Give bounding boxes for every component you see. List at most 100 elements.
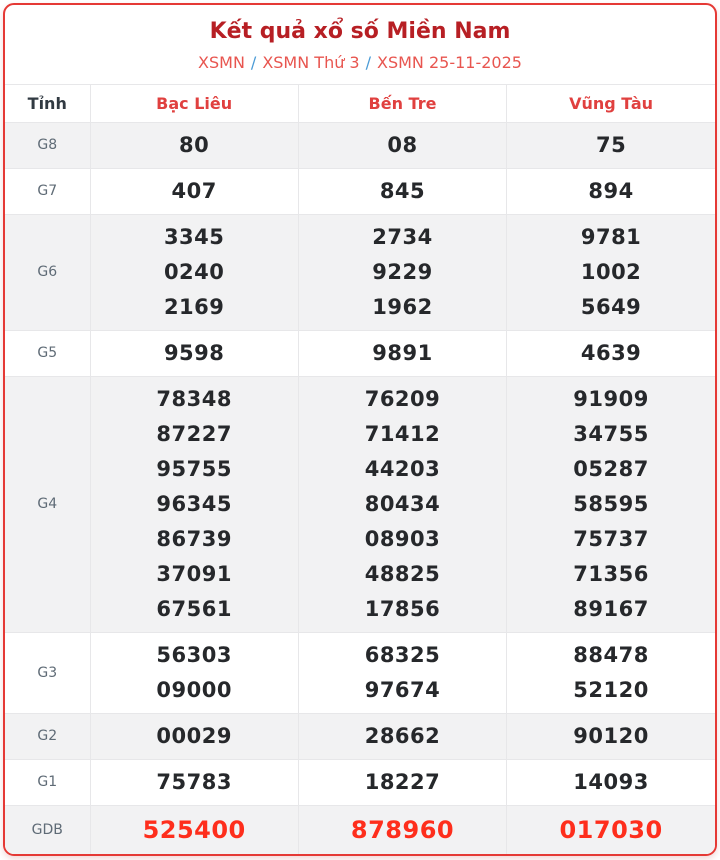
prize-number: 9598 [163, 340, 225, 365]
province-header-3: Vũng Tàu [506, 83, 715, 123]
prize-cell: 017030 [506, 805, 715, 854]
prize-number: 1962 [372, 294, 433, 319]
prize-number: 37091 [156, 561, 232, 586]
prize-cell: 525400 [89, 805, 299, 854]
prize-cell: 14093 [506, 759, 715, 806]
prize-number: 80434 [364, 491, 441, 516]
results-table-head: Tỉnh Bạc Liêu Bến Tre Vũng Tàu [5, 83, 715, 123]
jackpot-number: 017030 [559, 815, 663, 844]
breadcrumb-link-0[interactable]: XSMN [198, 52, 245, 72]
prize-cell: 9598 [89, 330, 299, 377]
breadcrumb-link-1[interactable]: XSMN Thứ 3 [262, 52, 360, 72]
prize-number: 2734 [372, 224, 433, 249]
prize-number: 89167 [573, 596, 649, 621]
prize-row-g2: G2 00029 28662 90120 [5, 713, 715, 760]
breadcrumb-separator: / [365, 52, 371, 72]
prize-number: 845 [379, 178, 426, 203]
prize-cell: 75783 [89, 759, 299, 806]
prize-cell: 9781 1002 5649 [506, 214, 715, 331]
prize-number: 0240 [163, 259, 225, 284]
prize-number: 9229 [372, 259, 433, 284]
prize-row-g6: G6 3345 0240 2169 2734 9229 1962 9781 1002 5649 [5, 214, 715, 331]
prize-number: 28662 [364, 723, 441, 748]
prize-number: 3345 [163, 224, 225, 249]
prize-cell: 68325 97674 [297, 632, 507, 714]
prize-number: 17856 [364, 596, 441, 621]
prize-number: 9781 [580, 224, 642, 249]
breadcrumb-link-2[interactable]: XSMN 25-11-2025 [377, 52, 522, 72]
prize-number: 80 [179, 132, 210, 157]
prize-number: 97674 [364, 677, 441, 702]
prize-label: G5 [5, 330, 90, 377]
prize-row-g7: G7 407 845 894 [5, 168, 715, 215]
prize-number: 05287 [573, 456, 649, 481]
jackpot-number: 525400 [142, 815, 246, 844]
prize-row-g3: G3 56303 09000 68325 97674 88478 52120 [5, 632, 715, 714]
prize-cell: 4639 [506, 330, 715, 377]
prize-cell: 878960 [297, 805, 507, 854]
prize-row-g1: G1 75783 18227 14093 [5, 759, 715, 806]
prize-number: 00029 [156, 723, 232, 748]
prize-number: 86739 [156, 526, 232, 551]
prize-number: 44203 [364, 456, 441, 481]
jackpot-number: 878960 [350, 815, 455, 844]
prize-number: 96345 [156, 491, 232, 516]
prize-label: G3 [5, 632, 90, 714]
prize-number: 48825 [364, 561, 441, 586]
prize-label: G2 [5, 713, 90, 760]
prize-number: 2169 [163, 294, 225, 319]
prize-number: 78348 [156, 386, 232, 411]
prize-number: 87227 [156, 421, 232, 446]
card-header: Kết quả xổ số Miền Nam XSMN / XSMN Thứ 3/X… [5, 5, 715, 84]
prize-number: 90120 [573, 723, 649, 748]
prize-cell: 08 [297, 122, 507, 169]
prize-label: G8 [5, 122, 90, 169]
prize-label: GDB [31, 821, 63, 838]
province-column-corner: Tỉnh [5, 83, 90, 123]
prize-number: 4639 [580, 340, 642, 365]
prize-number: 407 [171, 178, 217, 203]
prize-number: 58595 [573, 491, 649, 516]
lottery-results-card: Kết quả xổ số Miền Nam XSMN / XSMN Thứ 3/X… [3, 3, 717, 856]
prize-number: 08903 [364, 526, 441, 551]
prize-number: 71356 [573, 561, 649, 586]
prize-row-g8: G8 80 08 75 [5, 122, 715, 169]
prize-cell: 894 [506, 168, 715, 215]
prize-number: 08 [387, 132, 418, 157]
prize-number: 68325 [364, 642, 441, 667]
prize-cell: 9891 [297, 330, 507, 377]
prize-number: 56303 [156, 642, 232, 667]
prize-cell: 80 [89, 122, 299, 169]
province-header-2: Bến Tre [297, 83, 507, 123]
prize-cell: 91909 34755 05287 58595 75737 71356 89167 [506, 376, 715, 633]
province-header-1: Bạc Liêu [89, 83, 299, 123]
prize-number: 95755 [156, 456, 232, 481]
prize-label: G7 [5, 168, 90, 215]
prize-number: 71412 [364, 421, 441, 446]
prize-number: 91909 [573, 386, 649, 411]
prize-row-g4: G4 78348 87227 95755 96345 86739 37091 67561 762… [5, 376, 715, 633]
prize-number: 88478 [573, 642, 649, 667]
prize-number: 76209 [364, 386, 441, 411]
prize-cell: 56303 09000 [89, 632, 299, 714]
prize-number: 5649 [580, 294, 642, 319]
prize-number: 75737 [573, 526, 649, 551]
prize-number: 1002 [580, 259, 642, 284]
prize-number: 75783 [156, 769, 232, 794]
header-row: Tỉnh Bạc Liêu Bến Tre Vũng Tàu [5, 83, 715, 123]
prize-cell: 407 [89, 168, 299, 215]
prize-cell: 88478 52120 [506, 632, 715, 714]
prize-cell: 28662 [297, 713, 507, 760]
prize-row-g5: G5 9598 9891 4639 [5, 330, 715, 377]
prize-cell: 845 [297, 168, 507, 215]
breadcrumb-separator: / [250, 52, 257, 72]
prize-label: G6 [5, 214, 90, 331]
prize-cell: 90120 [506, 713, 715, 760]
prize-number: 75 [595, 132, 627, 157]
prize-number: 18227 [364, 769, 441, 794]
prize-cell: 3345 0240 2169 [89, 214, 299, 331]
prize-number: 894 [588, 178, 634, 203]
prize-label: G4 [5, 376, 90, 633]
prize-cell: 78348 87227 95755 96345 86739 37091 67561 [89, 376, 299, 633]
prize-number: 09000 [156, 677, 232, 702]
